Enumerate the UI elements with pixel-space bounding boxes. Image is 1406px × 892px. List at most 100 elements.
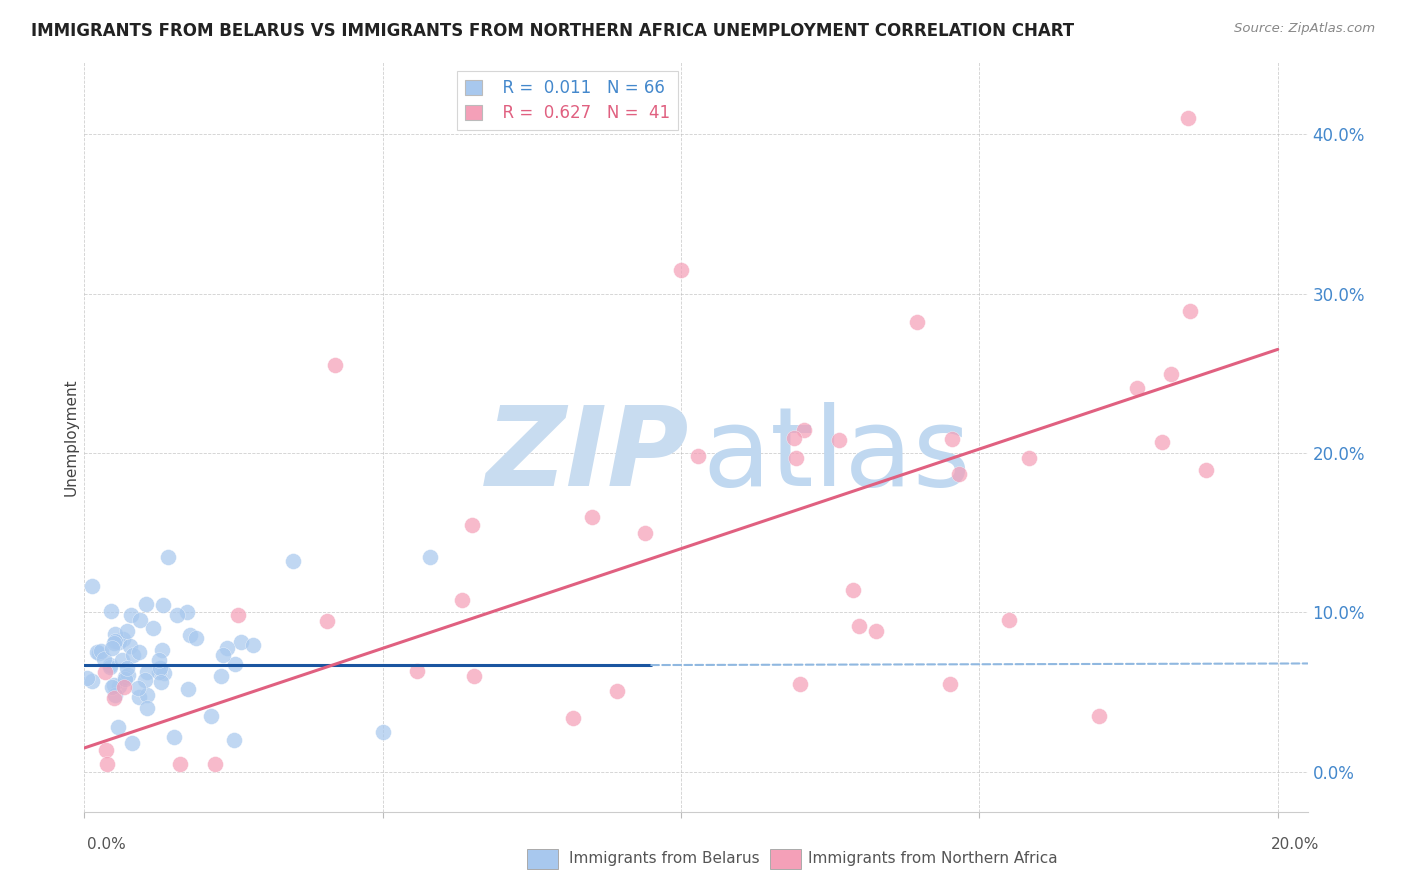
- Point: [1018, 451, 1040, 466]
- Point: [948, 467, 970, 482]
- Point: [150, 643, 173, 657]
- Point: [153, 665, 176, 680]
- Point: [283, 554, 305, 568]
- Point: [114, 672, 136, 686]
- Y-axis label: Unemployment: Unemployment: [63, 378, 79, 496]
- Point: [451, 593, 474, 607]
- Point: [1177, 112, 1199, 126]
- Point: [148, 653, 170, 667]
- Point: [209, 668, 232, 682]
- Point: [149, 674, 172, 689]
- Point: [169, 756, 191, 771]
- Point: [562, 711, 585, 725]
- Point: [148, 661, 170, 675]
- Point: [93, 651, 115, 665]
- Point: [87, 647, 110, 661]
- Legend:   R =  0.011   N = 66,   R =  0.627   N =  41: R = 0.011 N = 66, R = 0.627 N = 41: [457, 70, 678, 130]
- Point: [229, 634, 252, 648]
- Point: [111, 632, 134, 647]
- Point: [405, 665, 427, 679]
- Text: Immigrants from Belarus: Immigrants from Belarus: [569, 851, 761, 865]
- Point: [419, 549, 441, 564]
- Point: [793, 423, 815, 437]
- Point: [176, 605, 198, 619]
- Point: [1160, 368, 1182, 382]
- Point: [107, 679, 129, 693]
- Text: atlas: atlas: [702, 402, 970, 509]
- Point: [90, 644, 112, 658]
- Point: [163, 730, 186, 744]
- Point: [96, 756, 118, 771]
- Point: [152, 598, 174, 612]
- Point: [76, 671, 98, 685]
- Text: IMMIGRANTS FROM BELARUS VS IMMIGRANTS FROM NORTHERN AFRICA UNEMPLOYMENT CORRELAT: IMMIGRANTS FROM BELARUS VS IMMIGRANTS FR…: [31, 22, 1074, 40]
- Text: Source: ZipAtlas.com: Source: ZipAtlas.com: [1234, 22, 1375, 36]
- Point: [134, 673, 156, 687]
- Point: [86, 645, 108, 659]
- Point: [121, 736, 143, 750]
- Point: [100, 604, 122, 618]
- Point: [114, 680, 136, 694]
- Point: [200, 708, 222, 723]
- Point: [100, 680, 122, 694]
- Point: [785, 450, 807, 465]
- Point: [371, 725, 394, 739]
- Point: [142, 621, 165, 635]
- Point: [1126, 381, 1149, 395]
- Point: [215, 640, 238, 655]
- Point: [104, 688, 127, 702]
- Point: [669, 262, 692, 277]
- Point: [115, 624, 138, 639]
- Point: [226, 607, 249, 622]
- Point: [905, 315, 928, 329]
- Point: [1087, 709, 1109, 723]
- Point: [865, 624, 887, 638]
- Point: [998, 614, 1021, 628]
- Point: [827, 433, 849, 447]
- Point: [107, 720, 129, 734]
- Point: [82, 579, 104, 593]
- Point: [148, 665, 170, 679]
- Point: [114, 670, 136, 684]
- Point: [841, 582, 863, 597]
- Point: [316, 614, 339, 628]
- Point: [581, 509, 603, 524]
- Point: [1195, 463, 1218, 477]
- Point: [461, 517, 484, 532]
- Point: [117, 668, 139, 682]
- Point: [108, 635, 131, 649]
- Point: [98, 660, 121, 674]
- Point: [789, 677, 811, 691]
- Point: [941, 432, 963, 446]
- Point: [179, 627, 201, 641]
- Point: [94, 665, 117, 679]
- Point: [103, 678, 125, 692]
- Point: [103, 636, 125, 650]
- Point: [463, 669, 485, 683]
- Point: [120, 607, 142, 622]
- Point: [127, 681, 149, 695]
- Point: [634, 526, 657, 541]
- Text: ZIP: ZIP: [486, 402, 690, 509]
- Point: [129, 613, 152, 627]
- Point: [94, 743, 117, 757]
- Point: [122, 648, 145, 662]
- Point: [938, 677, 960, 691]
- Point: [606, 683, 628, 698]
- Point: [118, 639, 141, 653]
- Point: [115, 661, 138, 675]
- Text: 0.0%: 0.0%: [87, 837, 127, 852]
- Point: [101, 640, 124, 655]
- Point: [222, 733, 245, 747]
- Point: [204, 756, 226, 771]
- Point: [783, 431, 806, 445]
- Point: [103, 690, 125, 705]
- Point: [177, 681, 200, 696]
- Point: [156, 549, 179, 564]
- Point: [111, 652, 134, 666]
- Point: [135, 701, 157, 715]
- Point: [686, 449, 709, 463]
- Point: [128, 645, 150, 659]
- Point: [128, 690, 150, 705]
- Point: [98, 658, 121, 673]
